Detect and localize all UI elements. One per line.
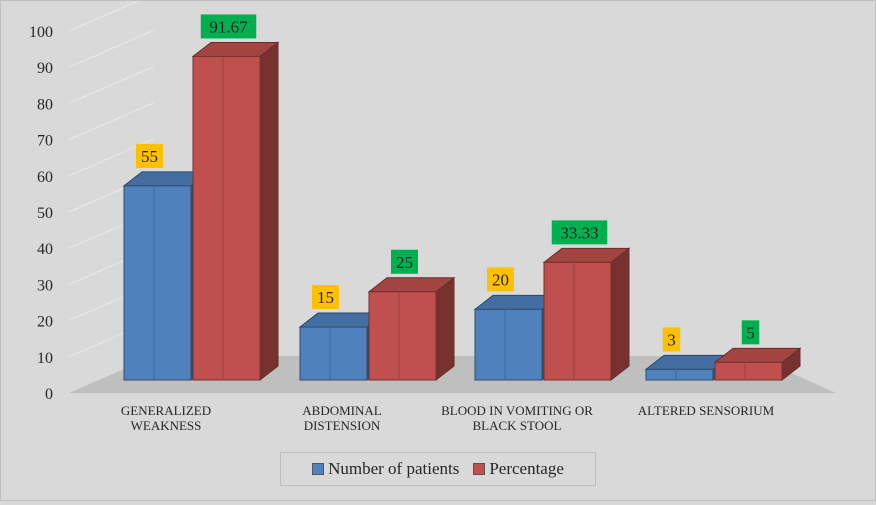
svg-text:25: 25 xyxy=(396,253,413,272)
svg-text:3: 3 xyxy=(667,330,676,349)
x-category-label: ALTERED SENSORIUM xyxy=(638,403,775,418)
svg-text:15: 15 xyxy=(317,288,334,307)
gridline xyxy=(68,0,142,32)
gridline xyxy=(68,29,155,68)
y-tick-label: 40 xyxy=(37,241,53,258)
legend-item-number-of-patients: Number of patients xyxy=(312,459,459,479)
svg-text:33.33: 33.33 xyxy=(560,223,598,242)
y-tick-label: 70 xyxy=(37,133,53,150)
x-category-label: GENERALIZED WEAKNESS xyxy=(121,403,211,433)
y-tick-label: 20 xyxy=(37,314,53,331)
bar-percentage-0 xyxy=(191,41,280,382)
y-tick-label: 30 xyxy=(37,277,53,294)
bar-percentage-2 xyxy=(542,247,631,382)
y-tick-label: 90 xyxy=(37,60,53,77)
bar-percentage-1 xyxy=(367,276,456,382)
legend-label-percentage: Percentage xyxy=(489,459,564,478)
y-tick-label: 50 xyxy=(37,205,53,222)
legend-item-percentage: Percentage xyxy=(473,459,564,479)
data-label-percentage-3: 5 xyxy=(741,320,760,345)
y-tick-label: 10 xyxy=(37,350,53,367)
bar-percentage-3 xyxy=(713,347,802,382)
svg-text:91.67: 91.67 xyxy=(209,17,248,36)
x-category-label: BLOOD IN VOMITING OR BLACK STOOL xyxy=(441,403,593,433)
data-label-patients-1: 15 xyxy=(312,285,339,310)
data-label-percentage-2: 33.33 xyxy=(551,220,608,245)
y-tick-label: 0 xyxy=(45,386,53,403)
data-label-patients-2: 20 xyxy=(487,267,514,292)
data-label-patients-3: 3 xyxy=(662,327,681,352)
svg-text:5: 5 xyxy=(746,323,755,342)
x-category-label: ABDOMINAL DISTENSION xyxy=(302,403,382,433)
gridline xyxy=(68,102,155,141)
y-tick-label: 100 xyxy=(29,24,53,41)
legend-swatch-number-of-patients xyxy=(312,463,325,475)
svg-text:55: 55 xyxy=(141,147,158,166)
legend-swatch-percentage xyxy=(473,463,486,475)
data-label-percentage-0: 91.67 xyxy=(200,14,257,39)
y-tick-label: 60 xyxy=(37,169,53,186)
svg-text:20: 20 xyxy=(492,270,509,289)
chart-legend: Number of patients Percentage xyxy=(280,452,596,486)
data-label-patients-0: 55 xyxy=(136,143,163,168)
data-label-percentage-1: 25 xyxy=(391,249,418,274)
y-tick-label: 80 xyxy=(37,96,53,113)
gridline xyxy=(68,65,155,104)
legend-label-number-of-patients: Number of patients xyxy=(328,459,460,478)
